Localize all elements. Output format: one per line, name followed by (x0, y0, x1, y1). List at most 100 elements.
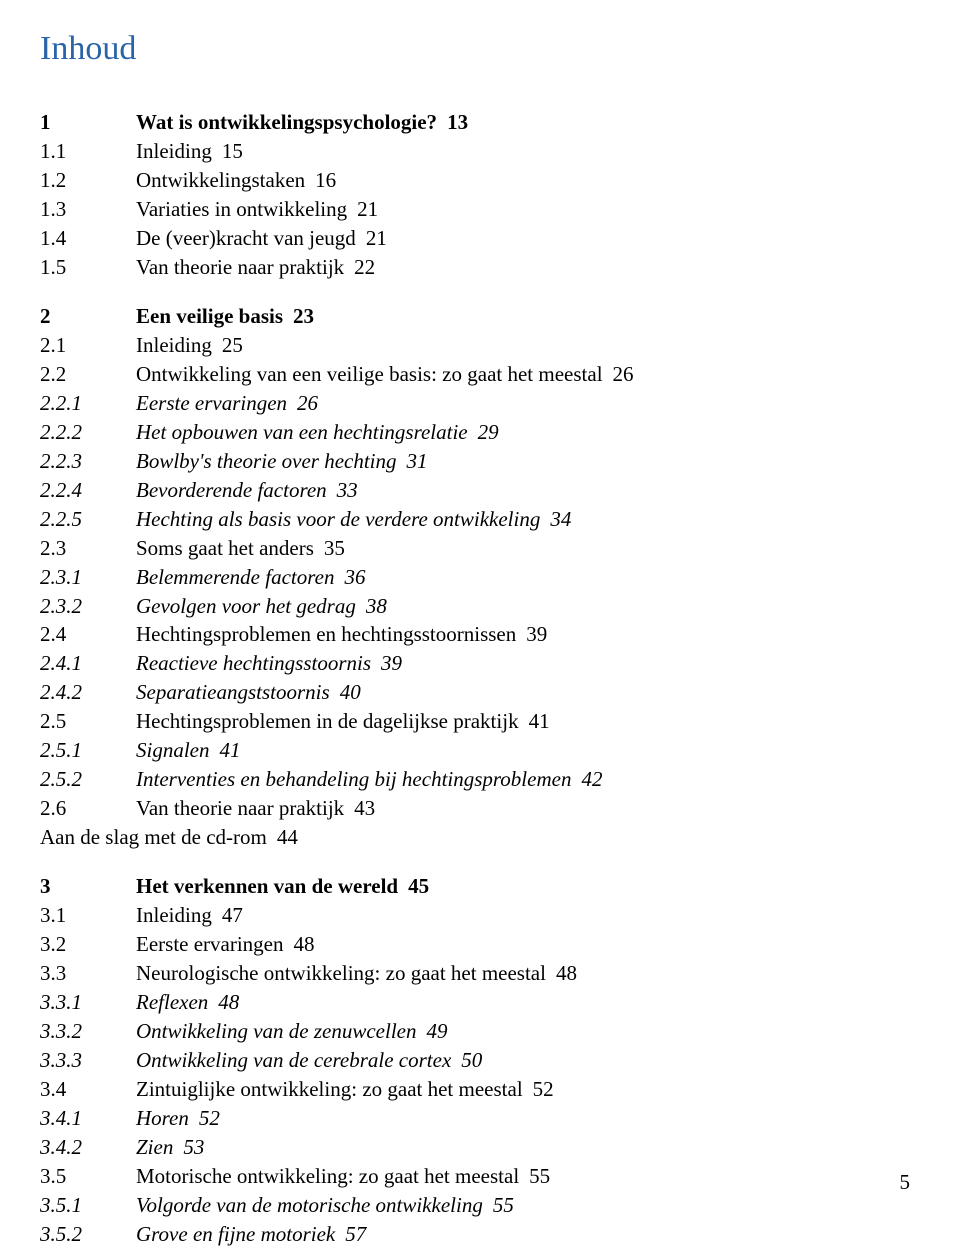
toc-title-wrap: Separatieangststoornis40 (136, 678, 890, 707)
toc-title: Interventies en behandeling bij hechting… (136, 767, 571, 791)
table-of-contents: 1Wat is ontwikkelingspsychologie?131.1In… (40, 108, 890, 1249)
toc-title-wrap: Horen52 (136, 1104, 890, 1133)
toc-title-wrap: Wat is ontwikkelingspsychologie?13 (136, 108, 890, 137)
toc-title-wrap: Inleiding47 (136, 901, 890, 930)
toc-entry: 2.3Soms gaat het anders 35 (40, 534, 890, 563)
toc-title-wrap: Het verkennen van de wereld45 (136, 872, 890, 901)
page-number: 5 (900, 1170, 911, 1195)
toc-title: Eerste ervaringen (136, 391, 287, 415)
toc-number: 2.4 (40, 620, 136, 649)
toc-entry: 3.5.2Grove en fijne motoriek57 (40, 1220, 890, 1249)
toc-entry: 2.5Hechtingsproblemen in de dagelijkse p… (40, 707, 890, 736)
toc-title-wrap: Aan de slag met de cd-rom44 (40, 823, 890, 852)
toc-title: Reactieve hechtingsstoornis (136, 651, 371, 675)
toc-title: Ontwikkeling van de zenuwcellen (136, 1019, 417, 1043)
toc-entry: 2.3.2Gevolgen voor het gedrag38 (40, 592, 890, 621)
toc-page: 35 (324, 536, 345, 560)
toc-title: Het opbouwen van een hechtingsrelatie (136, 420, 468, 444)
toc-number: 3.4.2 (40, 1133, 136, 1162)
toc-number: 2.1 (40, 331, 136, 360)
toc-number: 2.3.2 (40, 592, 136, 621)
toc-entry: 1Wat is ontwikkelingspsychologie?13 (40, 108, 890, 137)
toc-number: 2 (40, 302, 136, 331)
toc-number: 3.1 (40, 901, 136, 930)
toc-number: 1.2 (40, 166, 136, 195)
toc-page: 48 (556, 961, 577, 985)
toc-entry: 2.3.1Belemmerende factoren36 (40, 563, 890, 592)
toc-page: 16 (315, 168, 336, 192)
toc-entry: 3Het verkennen van de wereld45 (40, 872, 890, 901)
toc-page: 25 (222, 333, 243, 357)
toc-page: 48 (218, 990, 239, 1014)
toc-number: 3.3.3 (40, 1046, 136, 1075)
toc-title: Eerste ervaringen (136, 932, 284, 956)
toc-title: Belemmerende factoren (136, 565, 334, 589)
toc-entry: 1.3Variaties in ontwikkeling21 (40, 195, 890, 224)
toc-title-wrap: Signalen41 (136, 736, 890, 765)
toc-title: Soms gaat het anders (136, 536, 314, 560)
toc-entry: 2.4.2Separatieangststoornis40 (40, 678, 890, 707)
toc-title-wrap: Grove en fijne motoriek57 (136, 1220, 890, 1249)
toc-page: 36 (344, 565, 365, 589)
toc-number: 1.4 (40, 224, 136, 253)
toc-title: Variaties in ontwikkeling (136, 197, 347, 221)
toc-entry: 1.4De (veer)kracht van jeugd21 (40, 224, 890, 253)
toc-title: Separatieangststoornis (136, 680, 330, 704)
toc-title-wrap: Interventies en behandeling bij hechting… (136, 765, 890, 794)
toc-number: 1 (40, 108, 136, 137)
toc-title: Horen (136, 1106, 189, 1130)
toc-title: Ontwikkeling van een veilige basis: zo g… (136, 362, 603, 386)
toc-page: 41 (529, 709, 550, 733)
toc-title: Bowlby's theorie over hechting (136, 449, 397, 473)
toc-title-wrap: Van theorie naar praktijk 22 (136, 253, 890, 282)
toc-page: 47 (222, 903, 243, 927)
section-gap (40, 282, 890, 302)
toc-number: 2.4.2 (40, 678, 136, 707)
toc-title-wrap: Het opbouwen van een hechtingsrelatie29 (136, 418, 890, 447)
toc-number: 3.4 (40, 1075, 136, 1104)
toc-entry: 3.3.3Ontwikkeling van de cerebrale corte… (40, 1046, 890, 1075)
toc-entry: 3.5.1Volgorde van de motorische ontwikke… (40, 1191, 890, 1220)
toc-title: Zintuiglijke ontwikkeling: zo gaat het m… (136, 1077, 523, 1101)
toc-entry: 1.1Inleiding15 (40, 137, 890, 166)
toc-entry: 2.5.2Interventies en behandeling bij hec… (40, 765, 890, 794)
toc-title: Een veilige basis (136, 304, 283, 328)
toc-number: 3.2 (40, 930, 136, 959)
toc-page: 50 (461, 1048, 482, 1072)
toc-page: 55 (529, 1164, 550, 1188)
toc-page: 38 (366, 594, 387, 618)
toc-title: Hechtingsproblemen in de dagelijkse prak… (136, 709, 519, 733)
toc-number: 3.5.1 (40, 1191, 136, 1220)
toc-title: De (veer)kracht van jeugd (136, 226, 356, 250)
toc-page: 15 (222, 139, 243, 163)
toc-page: 26 (297, 391, 318, 415)
toc-page: 39 (526, 622, 547, 646)
toc-page: 57 (345, 1222, 366, 1246)
toc-title-wrap: Soms gaat het anders 35 (136, 534, 890, 563)
toc-entry: 2.2.1Eerste ervaringen26 (40, 389, 890, 418)
toc-title: Zien (136, 1135, 173, 1159)
toc-entry: 2.4Hechtingsproblemen en hechtingsstoorn… (40, 620, 890, 649)
toc-title: Motorische ontwikkeling: zo gaat het mee… (136, 1164, 519, 1188)
toc-title-wrap: Zintuiglijke ontwikkeling: zo gaat het m… (136, 1075, 890, 1104)
toc-title: Ontwikkeling van de cerebrale cortex (136, 1048, 451, 1072)
toc-number: 2.2.4 (40, 476, 136, 505)
toc-page: 53 (183, 1135, 204, 1159)
toc-page: 48 (294, 932, 315, 956)
toc-title: Signalen (136, 738, 210, 762)
toc-number: 2.2.2 (40, 418, 136, 447)
toc-entry: 3.4Zintuiglijke ontwikkeling: zo gaat he… (40, 1075, 890, 1104)
toc-title: Van theorie naar praktijk (136, 796, 344, 820)
toc-number: 2.3 (40, 534, 136, 563)
section-gap (40, 852, 890, 872)
toc-title: Ontwikkelingstaken (136, 168, 305, 192)
toc-page: 43 (354, 796, 375, 820)
toc-title-wrap: Neurologische ontwikkeling: zo gaat het … (136, 959, 890, 988)
toc-page: 22 (354, 255, 375, 279)
toc-entry: 2.5.1Signalen41 (40, 736, 890, 765)
toc-title: Van theorie naar praktijk (136, 255, 344, 279)
toc-entry: 1.5Van theorie naar praktijk22 (40, 253, 890, 282)
toc-number: 1.1 (40, 137, 136, 166)
toc-page: 26 (613, 362, 634, 386)
toc-title-wrap: Variaties in ontwikkeling21 (136, 195, 890, 224)
